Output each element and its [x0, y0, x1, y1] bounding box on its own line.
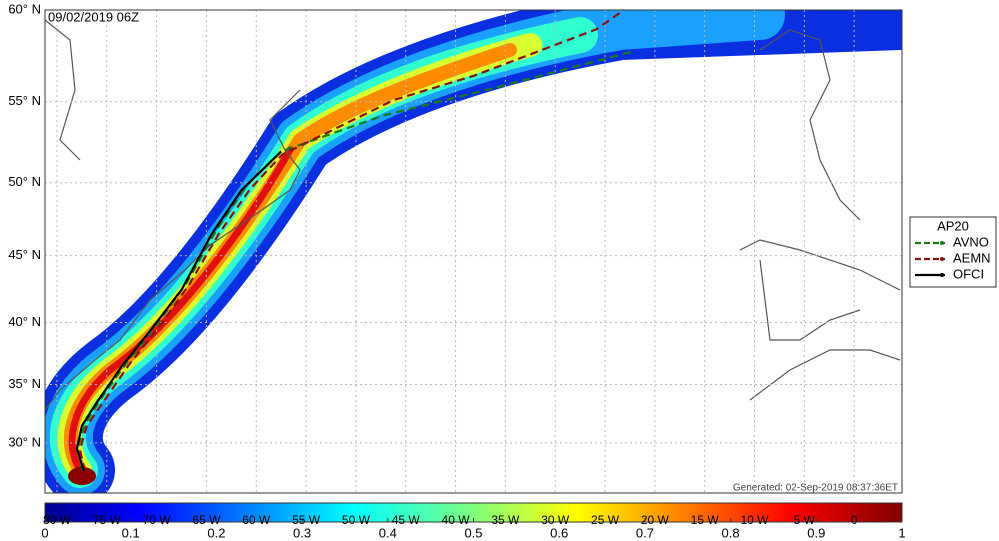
x-tick-label: 25 W — [591, 513, 620, 527]
x-tick-label: 55 W — [292, 513, 321, 527]
x-tick-label: 75 W — [93, 513, 122, 527]
colorbar-tick-label: 0 — [41, 525, 48, 540]
legend-marker — [940, 257, 944, 261]
track-line — [75, 150, 282, 472]
x-tick-label: 45 W — [392, 513, 421, 527]
coastlines — [44, 19, 901, 411]
grid — [45, 9, 902, 493]
map-title: 09/02/2019 06Z — [48, 9, 139, 24]
colorbar-tick-label: 0.5 — [464, 525, 482, 540]
y-tick-label: 60° N — [8, 1, 41, 16]
y-tick-label: 30° N — [8, 434, 41, 449]
generated-note: Generated: 02-Sep-2019 08:37:36ET — [733, 483, 898, 494]
x-tick-label: 10 W — [741, 513, 770, 527]
x-tick-label: 35 W — [491, 513, 520, 527]
x-tick-label: 5 W — [794, 513, 816, 527]
colorbar-tick-label: 0.4 — [379, 525, 397, 540]
colorbar-tick-label: 0.6 — [550, 525, 568, 540]
colorbar-tick-label: 0.2 — [207, 525, 225, 540]
colorbar-tick-label: 0.7 — [636, 525, 654, 540]
y-tick-label: 50° N — [8, 174, 41, 189]
probability-plume — [45, 10, 902, 493]
legend-title: AP20 — [937, 218, 969, 233]
x-tick-label: 20 W — [641, 513, 670, 527]
x-tick-label: 40 W — [442, 513, 471, 527]
legend-label: AVNO — [953, 234, 989, 249]
colorbar-tick-label: 0.3 — [293, 525, 311, 540]
x-tick-label: 65 W — [192, 513, 221, 527]
legend-label: OFCI — [953, 266, 984, 281]
x-tick-label: 15 W — [691, 513, 720, 527]
track-line — [76, 50, 632, 472]
colorbar-tick-label: 0.9 — [807, 525, 825, 540]
x-tick-label: 70 W — [143, 513, 172, 527]
colorbar-tick-label: 0.8 — [722, 525, 740, 540]
legend-marker — [940, 241, 944, 245]
legend-label: AEMN — [953, 250, 991, 265]
y-tick-label: 55° N — [8, 93, 41, 108]
colorbar-tick-label: 1 — [898, 525, 905, 540]
colorbar-tick-label: 0.1 — [122, 525, 140, 540]
map-frame — [44, 9, 903, 494]
track-line — [78, 9, 625, 472]
x-tick-label: 0 — [851, 513, 858, 527]
y-tick-label: 40° N — [8, 314, 41, 329]
y-tick-label: 45° N — [8, 247, 41, 262]
y-tick-label: 35° N — [8, 376, 41, 391]
x-tick-label: 50 W — [342, 513, 371, 527]
legend-marker — [940, 273, 944, 277]
x-tick-label: 60 W — [242, 513, 271, 527]
tracks — [75, 9, 632, 472]
x-tick-label: 80 W — [43, 513, 72, 527]
x-tick-label: 30 W — [541, 513, 570, 527]
